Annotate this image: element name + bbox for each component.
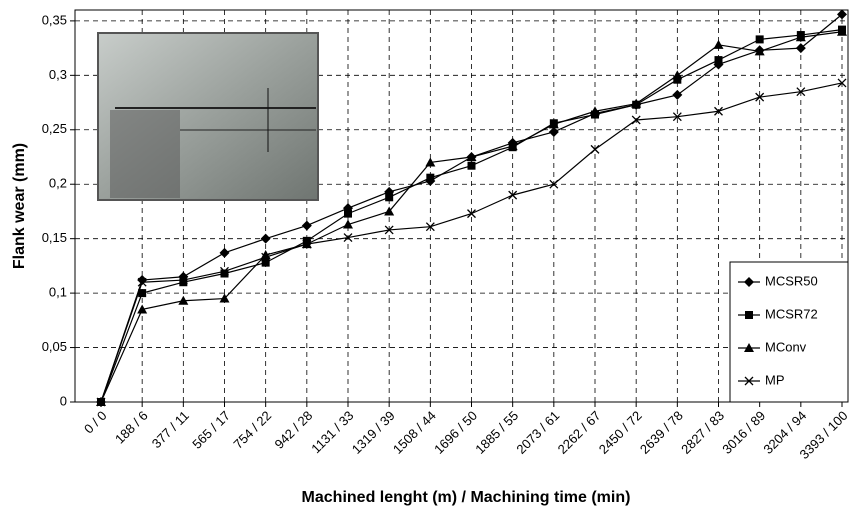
x-tick-label: 2073 / 61 xyxy=(513,408,562,457)
marker xyxy=(548,119,559,129)
marker xyxy=(508,190,518,200)
marker xyxy=(507,141,518,151)
marker xyxy=(744,343,754,352)
x-tick-label: 1319 / 39 xyxy=(349,408,398,457)
marker xyxy=(384,225,394,235)
marker xyxy=(179,278,188,287)
marker xyxy=(344,209,352,218)
x-tick-label: 754 / 22 xyxy=(230,408,274,452)
x-tick-label: 377 / 11 xyxy=(149,408,192,451)
marker xyxy=(137,304,148,314)
marker xyxy=(96,397,106,407)
marker xyxy=(426,173,435,182)
x-tick-label: 2450 / 72 xyxy=(596,408,645,457)
x-tick-label: 1131 / 33 xyxy=(308,408,356,456)
marker xyxy=(343,219,353,229)
y-tick-label: 0,15 xyxy=(42,230,67,245)
marker xyxy=(631,115,641,125)
x-tick-label: 1508 / 44 xyxy=(390,408,439,457)
marker xyxy=(467,209,476,219)
y-tick-label: 0,1 xyxy=(49,285,67,300)
legend-label: MCSR72 xyxy=(765,306,818,321)
y-tick-label: 0,35 xyxy=(42,12,67,27)
marker xyxy=(137,277,147,287)
y-axis-title: Flank wear (mm) xyxy=(11,143,28,269)
marker xyxy=(425,157,436,167)
marker xyxy=(220,266,229,276)
plot-border xyxy=(74,9,849,403)
marker xyxy=(260,233,271,244)
marker xyxy=(672,112,682,122)
legend-label: MP xyxy=(765,372,785,387)
marker xyxy=(837,26,847,36)
legend-label: MConv xyxy=(765,339,807,354)
marker xyxy=(837,9,847,20)
marker xyxy=(631,98,642,108)
x-tick-label: 565 / 17 xyxy=(189,408,233,452)
marker xyxy=(795,32,806,42)
legend-label: MCSR50 xyxy=(765,273,818,288)
y-tick-label: 0,25 xyxy=(42,121,67,136)
y-tick-label: 0,05 xyxy=(42,339,67,354)
marker xyxy=(714,56,723,65)
marker xyxy=(549,179,559,189)
marker xyxy=(178,295,189,305)
x-tick-label: 2827 / 83 xyxy=(678,408,727,457)
x-tick-label: 3016 / 89 xyxy=(719,408,768,457)
marker xyxy=(714,106,723,116)
marker xyxy=(385,193,394,202)
marker xyxy=(590,144,600,154)
marker xyxy=(744,277,754,287)
x-tick-label: 0 / 0 xyxy=(81,408,109,436)
inset-photo xyxy=(97,32,319,201)
marker xyxy=(219,247,230,258)
x-tick-label: 188 / 6 xyxy=(112,408,151,447)
marker xyxy=(138,289,147,298)
marker xyxy=(261,258,270,267)
marker xyxy=(755,92,765,102)
marker xyxy=(795,43,806,54)
photo-dark xyxy=(110,110,180,198)
marker xyxy=(343,233,353,243)
marker xyxy=(672,89,683,100)
marker xyxy=(745,311,753,319)
marker xyxy=(755,35,764,44)
marker xyxy=(672,70,683,80)
x-axis-title: Machined lenght (m) / Machining time (mi… xyxy=(302,489,631,506)
marker xyxy=(713,39,724,49)
marker xyxy=(261,252,271,262)
marker xyxy=(744,376,754,386)
y-tick-label: 0,2 xyxy=(49,176,67,191)
x-tick-label: 2639 / 78 xyxy=(637,408,686,457)
marker xyxy=(220,269,229,278)
marker xyxy=(796,87,806,97)
marker xyxy=(301,220,312,231)
marker xyxy=(673,75,682,84)
marker xyxy=(590,106,600,116)
marker xyxy=(384,206,395,216)
marker xyxy=(467,161,476,170)
marker xyxy=(425,222,435,232)
y-tick-label: 0,3 xyxy=(49,67,67,82)
x-tick-label: 1696 / 50 xyxy=(431,408,480,457)
x-tick-label: 2262 / 67 xyxy=(555,408,604,457)
x-tick-label: 1885 / 55 xyxy=(472,408,521,457)
marker xyxy=(548,126,559,137)
marker xyxy=(754,46,765,56)
marker xyxy=(178,275,188,285)
marker xyxy=(302,239,312,249)
marker xyxy=(837,78,847,88)
marker xyxy=(466,152,477,161)
y-tick-label: 0 xyxy=(60,393,67,408)
marker xyxy=(219,293,230,303)
